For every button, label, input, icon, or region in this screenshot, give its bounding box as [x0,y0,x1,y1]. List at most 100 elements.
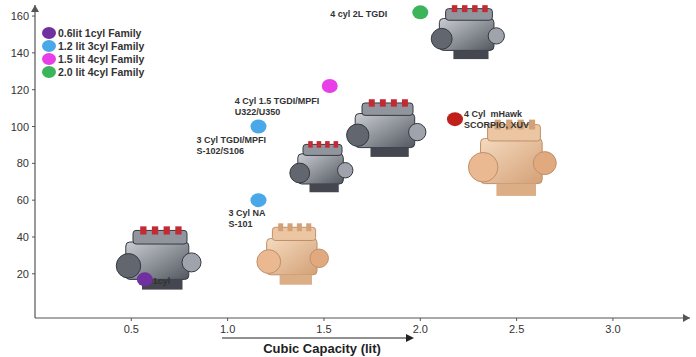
engine-part [306,223,311,231]
point [322,79,338,93]
legend-marker [42,40,56,52]
legend-label: 1.2 lit 3cyl Family [58,40,145,52]
x-tick [420,318,421,321]
point-label: 4 Cyl mHawk [464,109,523,119]
engine-illustration [116,226,201,289]
y-tick [32,52,35,53]
y-tick [32,126,35,127]
y-tick [32,236,35,237]
engine-part [140,226,146,234]
point-label: 4 cyl 2L TGDI [330,9,387,19]
engine-part [380,99,386,106]
engine-part [402,99,408,106]
engine-part [452,5,457,12]
engine-part [325,141,330,148]
engine-part [297,223,302,231]
engine-part [369,99,375,106]
engine-part [288,223,293,231]
y-tick [32,163,35,164]
engine-part [317,141,322,148]
engine-pulley [488,28,504,44]
engine-pulley [182,253,201,272]
engine-part [391,99,397,106]
y-tick [32,273,35,274]
x-tick-label: 3.0 [605,323,620,335]
legend-label: 1.5 lit 4cyl Family [58,53,145,65]
engine-illustration [431,5,504,59]
label-arrow [222,338,412,339]
point-label: 3 Cyl NA [228,208,266,218]
points [137,5,463,286]
point [250,120,266,134]
engine-part [462,5,467,12]
y-tick [32,89,35,90]
legend-label: 0.6lit 1cyl Family [58,27,142,39]
engine-pulley [338,163,353,178]
engine-illustration [290,141,353,192]
engine-pulley [533,152,556,175]
point-label: 1cyl [153,276,171,286]
engine-part [308,141,313,148]
point-label: SCORPIO, XUV [464,120,529,130]
engine-part [472,5,477,12]
y-tick-label: 100 [11,121,29,133]
engine-illustration [347,99,426,157]
engine-part [164,226,170,234]
y-tick [32,16,35,17]
x-tick-label: 0.5 [124,323,139,335]
engine-pulley [431,28,452,49]
x-tick-label: 2.5 [509,323,524,335]
x-tick-label: 2.0 [413,323,428,335]
engine-pulley [290,163,310,183]
engine-sump [280,275,312,285]
point-label: 3 Cyl TGDI/MPFI [196,135,266,145]
point [137,272,153,286]
y-tick [32,200,35,201]
legend-marker [42,66,56,78]
engine-sump [371,148,409,157]
y-tick-label: 80 [17,157,29,169]
axis-arrow [683,314,690,322]
y-tick-label: 160 [11,10,29,22]
x-tick-label: 1.0 [220,323,235,335]
point-label: 4 Cyl 1.5 TGDI/MPFI [235,96,320,106]
engine-illustration [468,120,556,196]
engine-pulley [409,123,426,140]
x-tick [227,318,228,321]
legend-marker [42,53,56,65]
engine-pulley [310,249,328,267]
legend-marker [42,27,56,39]
y-axis [34,5,35,318]
engine-illustration [257,223,329,284]
engine-part [334,141,339,148]
engine-part [482,5,487,12]
x-tick [516,318,517,321]
y-tick-label: 40 [17,231,29,243]
engine-pulley [468,152,498,182]
engine-part [152,226,158,234]
axis-arrow [31,5,39,12]
engine-part [529,120,535,130]
point [447,112,463,126]
engine-part [175,226,181,234]
engine-pulley [116,254,140,278]
x-tick [323,318,324,321]
point [412,5,428,19]
engine-sump [496,184,536,196]
y-tick-label: 140 [11,47,29,59]
x-axis-label: Cubic Capacity (lit) [263,341,381,356]
x-tick [131,318,132,321]
chart: 204060801001201401600.51.01.52.02.53.0Cu… [0,0,696,357]
point-label: U322/U350 [235,107,281,117]
point [250,193,266,207]
y-tick-label: 120 [11,84,29,96]
engine-sump [453,50,488,59]
legend-label: 2.0 lit 4cyl Family [58,66,145,78]
legend: 0.6lit 1cyl Family1.2 lit 3cyl Family1.5… [42,27,145,78]
point-label: S-101 [228,219,252,229]
label-arrow-head [406,334,414,342]
x-tick [612,318,613,321]
y-tick-label: 60 [17,194,29,206]
engine-part [278,223,283,231]
engine-sump [310,184,339,192]
